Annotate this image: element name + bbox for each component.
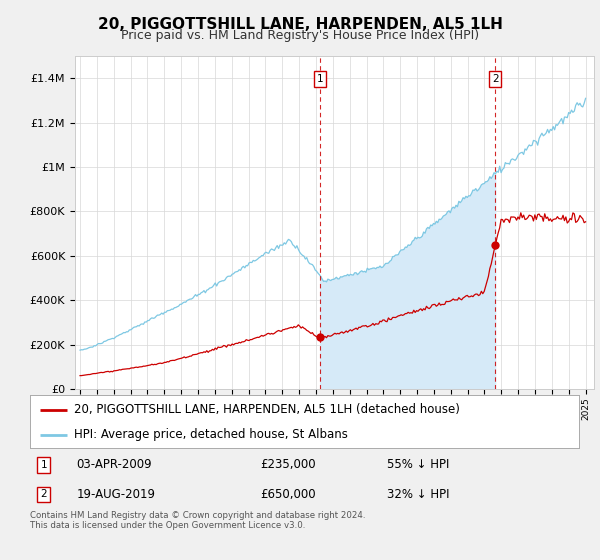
Text: 2: 2	[492, 74, 499, 85]
Text: 1: 1	[40, 460, 47, 470]
Text: 20, PIGGOTTSHILL LANE, HARPENDEN, AL5 1LH: 20, PIGGOTTSHILL LANE, HARPENDEN, AL5 1L…	[98, 17, 502, 32]
Text: 19-AUG-2019: 19-AUG-2019	[77, 488, 155, 501]
Text: 1: 1	[317, 74, 323, 85]
Text: 2: 2	[40, 489, 47, 500]
Text: Contains HM Land Registry data © Crown copyright and database right 2024.
This d: Contains HM Land Registry data © Crown c…	[30, 511, 365, 530]
Text: 03-APR-2009: 03-APR-2009	[77, 458, 152, 472]
Text: 55% ↓ HPI: 55% ↓ HPI	[387, 458, 449, 472]
Text: 32% ↓ HPI: 32% ↓ HPI	[387, 488, 449, 501]
Text: Price paid vs. HM Land Registry's House Price Index (HPI): Price paid vs. HM Land Registry's House …	[121, 29, 479, 42]
Text: HPI: Average price, detached house, St Albans: HPI: Average price, detached house, St A…	[74, 428, 348, 441]
Text: £650,000: £650,000	[260, 488, 316, 501]
Text: £235,000: £235,000	[260, 458, 316, 472]
Text: 20, PIGGOTTSHILL LANE, HARPENDEN, AL5 1LH (detached house): 20, PIGGOTTSHILL LANE, HARPENDEN, AL5 1L…	[74, 403, 460, 416]
